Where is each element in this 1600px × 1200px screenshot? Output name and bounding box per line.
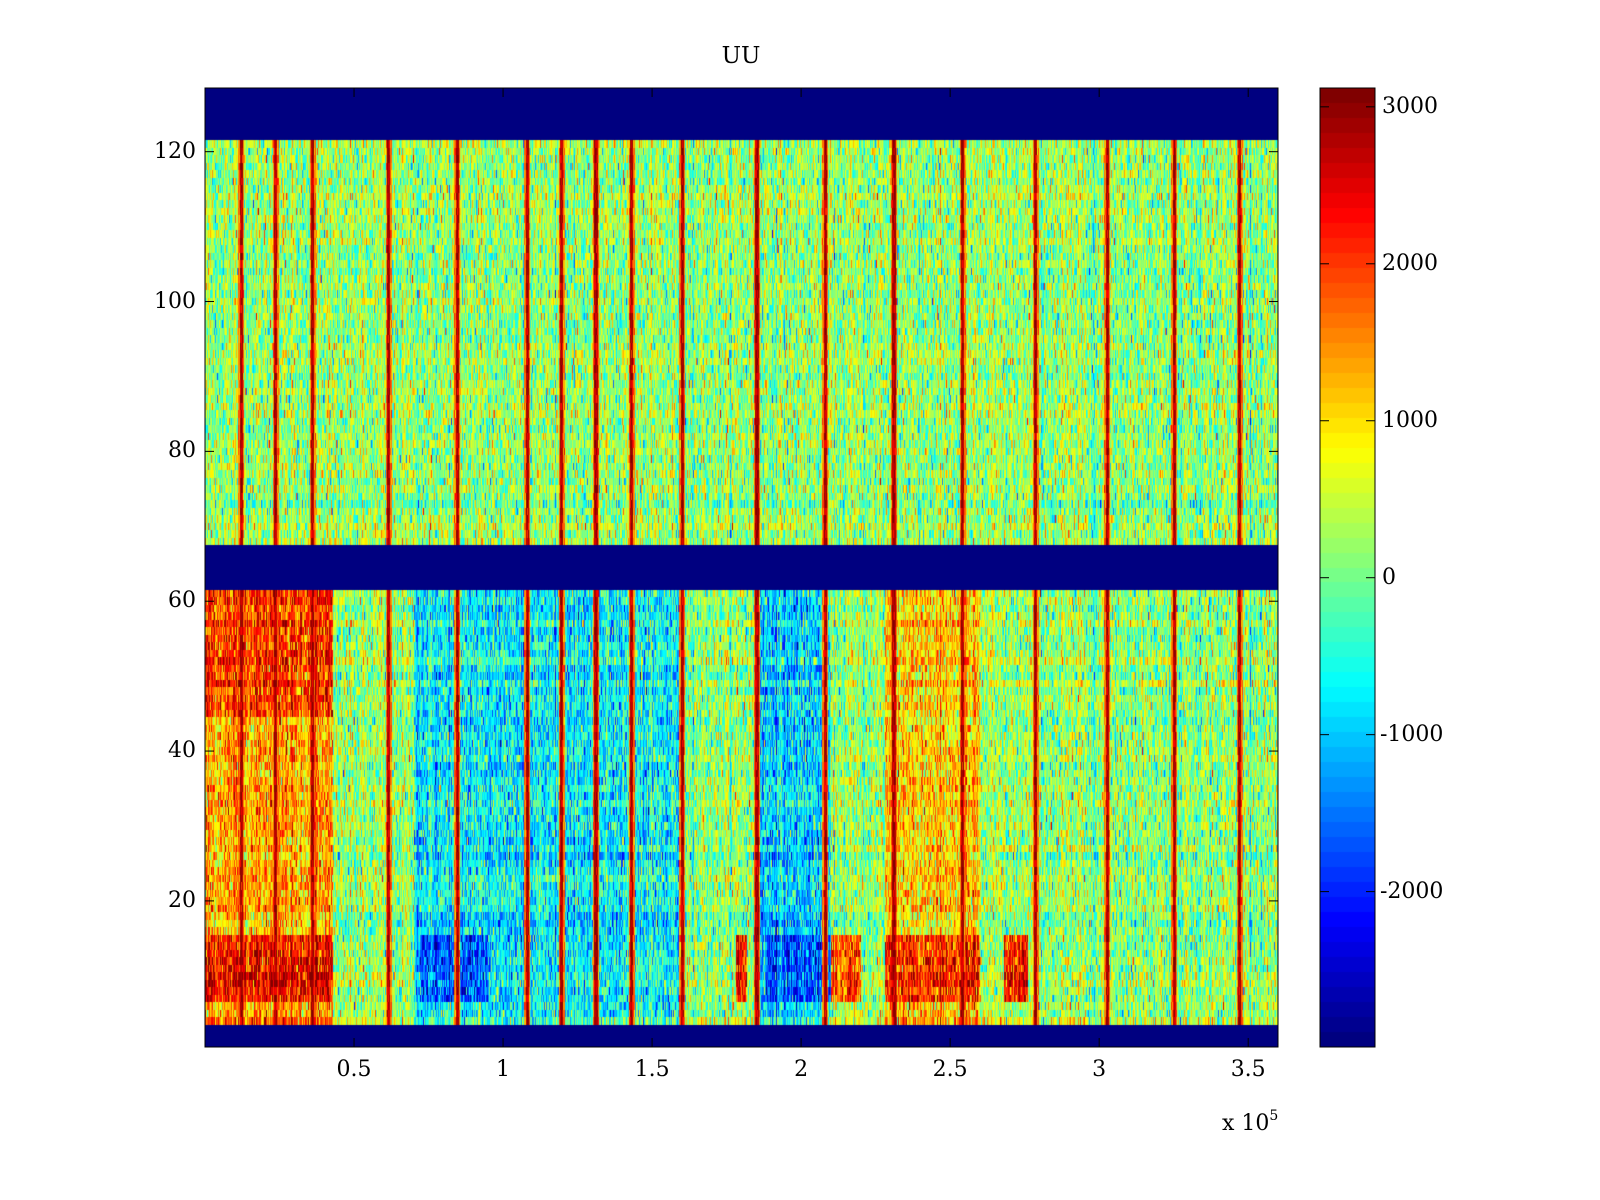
colorbar-box (1319, 87, 1376, 1048)
x-tick-label: 3 (1092, 1057, 1107, 1082)
y-tick-label: 20 (168, 887, 196, 913)
y-tick-label: 80 (168, 438, 196, 464)
colorbar-tick-label: 0 (1382, 564, 1396, 590)
x-exponent-power: 5 (1269, 1108, 1279, 1124)
y-tick-label: 60 (168, 588, 196, 614)
y-tick-label: 120 (154, 138, 196, 164)
colorbar-tick-label: 3000 (1382, 93, 1438, 119)
y-tick-label: 100 (154, 288, 196, 314)
x-tick-label: 1 (496, 1057, 511, 1082)
x-exponent-label: x 105 (1222, 1104, 1278, 1136)
colorbar-tick-label: 2000 (1382, 250, 1438, 276)
x-tick-label: 3.5 (1230, 1057, 1266, 1082)
x-exponent-base: x 10 (1222, 1111, 1270, 1136)
axes-box (204, 87, 1279, 1048)
x-tick-label: 0.5 (336, 1057, 372, 1082)
colorbar-tick-label: -2000 (1380, 878, 1444, 904)
x-tick-label: 2 (794, 1057, 809, 1082)
heatmap-image (205, 88, 1278, 1047)
colorbar (1320, 88, 1375, 1047)
colorbar-tick-label: 1000 (1382, 407, 1438, 433)
x-tick-label: 1.5 (634, 1057, 670, 1082)
y-tick-label: 40 (168, 738, 196, 764)
x-tick-label: 2.5 (932, 1057, 968, 1082)
chart-title: UU (721, 43, 761, 69)
colorbar-tick-label: -1000 (1380, 721, 1444, 747)
